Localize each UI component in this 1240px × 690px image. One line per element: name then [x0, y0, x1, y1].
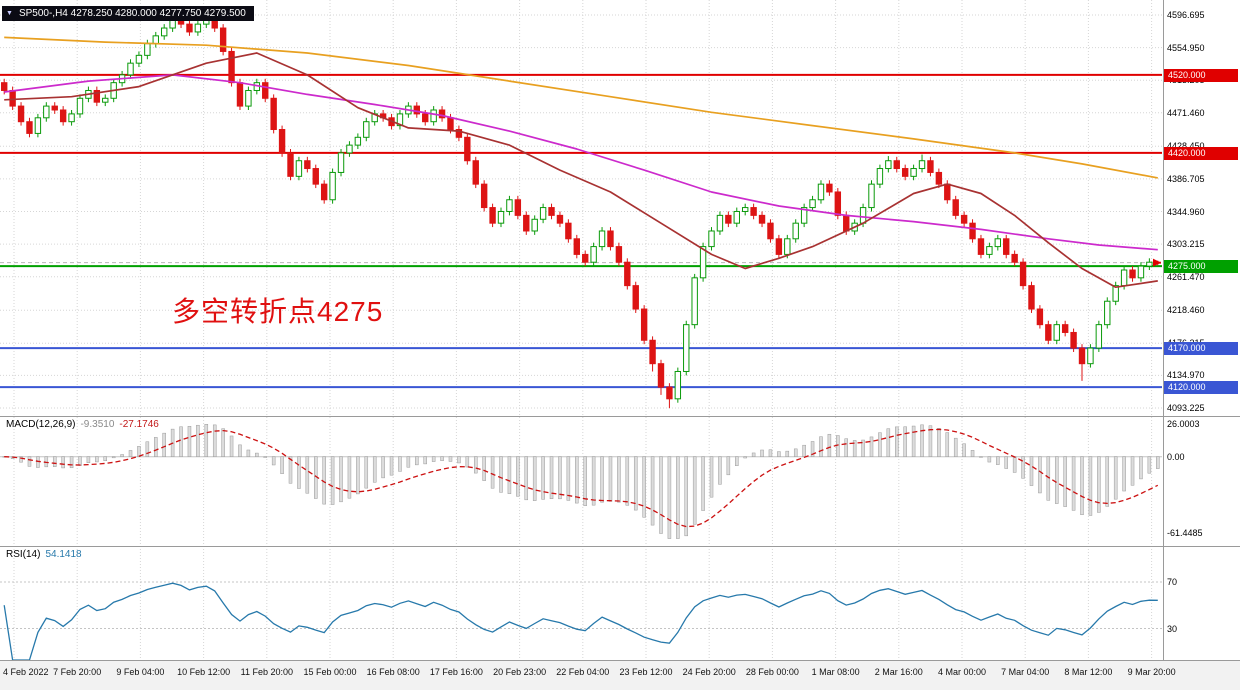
time-axis-strip	[0, 661, 1240, 690]
current-price-marker	[1153, 258, 1161, 267]
rsi-panel	[0, 581, 1162, 661]
rsi-line	[3, 582, 1158, 661]
moving-averages	[4, 36, 1161, 289]
candles	[1, 15, 1161, 409]
macd-signal-line	[4, 428, 1159, 528]
price-level-lines[interactable]	[0, 73, 1162, 389]
ma-fast	[4, 52, 1158, 289]
grid-lines	[0, 0, 1162, 660]
ma-slow	[4, 36, 1158, 179]
macd-panel	[0, 424, 1162, 539]
ma-medium	[4, 74, 1158, 251]
